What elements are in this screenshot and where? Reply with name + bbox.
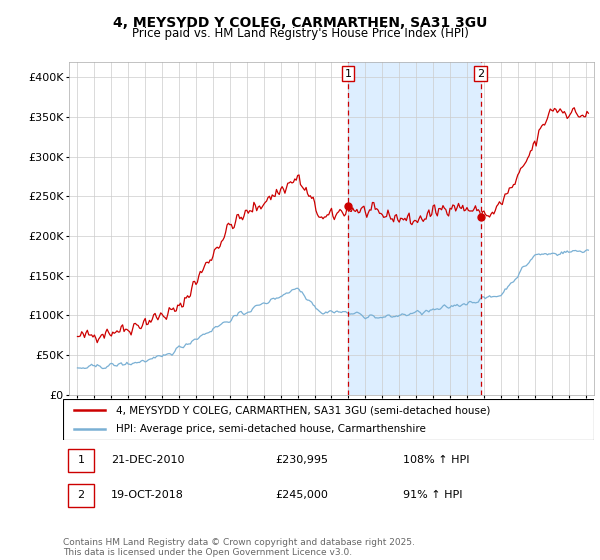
Text: Contains HM Land Registry data © Crown copyright and database right 2025.
This d: Contains HM Land Registry data © Crown c…: [63, 538, 415, 557]
Bar: [348, 62, 481, 395]
Text: £245,000: £245,000: [275, 490, 328, 500]
Text: 108% ↑ HPI: 108% ↑ HPI: [403, 455, 469, 465]
Bar: [68, 449, 94, 472]
Text: 21-DEC-2010: 21-DEC-2010: [111, 455, 184, 465]
Text: 4, MEYSYDD Y COLEG, CARMARTHEN, SA31 3GU: 4, MEYSYDD Y COLEG, CARMARTHEN, SA31 3GU: [113, 16, 487, 30]
Text: 4, MEYSYDD Y COLEG, CARMARTHEN, SA31 3GU (semi-detached house): 4, MEYSYDD Y COLEG, CARMARTHEN, SA31 3GU…: [116, 405, 490, 415]
Text: 91% ↑ HPI: 91% ↑ HPI: [403, 490, 463, 500]
Text: 2: 2: [477, 68, 484, 78]
Text: HPI: Average price, semi-detached house, Carmarthenshire: HPI: Average price, semi-detached house,…: [116, 424, 426, 433]
Text: Price paid vs. HM Land Registry's House Price Index (HPI): Price paid vs. HM Land Registry's House …: [131, 27, 469, 40]
Text: 19-OCT-2018: 19-OCT-2018: [111, 490, 184, 500]
Text: 1: 1: [77, 455, 85, 465]
Bar: [68, 484, 94, 507]
Text: 2: 2: [77, 490, 85, 500]
Text: £230,995: £230,995: [275, 455, 328, 465]
Text: 1: 1: [344, 68, 352, 78]
